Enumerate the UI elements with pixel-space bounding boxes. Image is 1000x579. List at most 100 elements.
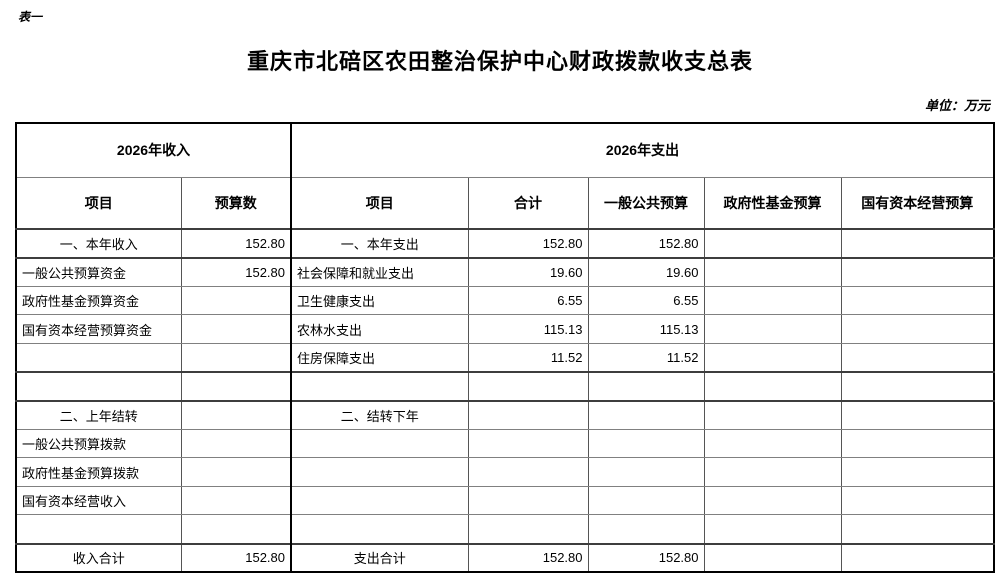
expense-gov-fund-cell — [703, 256, 842, 287]
expense-gov-fund-cell — [703, 428, 842, 459]
expense-item-cell: 二、结转下年 — [290, 399, 469, 430]
income-item-cell — [15, 514, 182, 545]
table-number-label: 表一 — [18, 10, 43, 24]
expense-item-cell: 社会保障和就业支出 — [290, 256, 469, 287]
expense-gov-fund-cell — [703, 514, 842, 545]
expense-total-cell: 11.52 — [467, 342, 589, 373]
expense-group-header: 2026年支出 — [290, 122, 995, 178]
expense-state-capital-cell — [840, 542, 995, 573]
income-budget-cell: 152.80 — [180, 256, 292, 287]
income-budget-cell — [180, 514, 292, 545]
expense-state-capital-cell — [840, 314, 995, 344]
income-item-cell: 收入合计 — [15, 542, 182, 573]
expense-general-cell: 152.80 — [587, 542, 705, 573]
expense-general-cell: 6.55 — [587, 285, 705, 316]
table-row: 政府性基金预算拨款 — [15, 457, 995, 487]
expense-state-capital-cell — [840, 457, 995, 487]
expense-item-cell — [290, 428, 469, 459]
income-item-cell: 国有资本经营收入 — [15, 485, 182, 516]
income-budget-cell — [180, 485, 292, 516]
income-budget-cell — [180, 370, 292, 402]
income-item-cell — [15, 342, 182, 373]
expense-state-capital-cell — [840, 428, 995, 459]
expense-gov-fund-cell — [703, 399, 842, 430]
table-row: 一、本年收入 152.80 一、本年支出 152.80 152.80 — [15, 228, 995, 259]
table-row: 国有资本经营预算资金 农林水支出 115.13 115.13 — [15, 314, 995, 344]
expense-total-cell: 6.55 — [467, 285, 589, 316]
income-budget-cell: 152.80 — [180, 542, 292, 573]
income-budget-cell — [180, 399, 292, 430]
expense-item-cell — [290, 514, 469, 545]
expense-total-cell — [467, 514, 589, 545]
expense-item-cell: 住房保障支出 — [290, 342, 469, 373]
income-item-header: 项目 — [15, 176, 182, 230]
expense-total-header: 合计 — [467, 176, 589, 230]
expense-item-cell: 卫生健康支出 — [290, 285, 469, 316]
table-row — [15, 370, 995, 402]
expense-total-cell: 115.13 — [467, 314, 589, 344]
table-row: 一般公共预算资金 152.80 社会保障和就业支出 19.60 19.60 — [15, 256, 995, 287]
expense-general-cell: 11.52 — [587, 342, 705, 373]
income-budget-header: 预算数 — [180, 176, 292, 230]
income-group-header: 2026年收入 — [15, 122, 292, 178]
income-item-cell: 国有资本经营预算资金 — [15, 314, 182, 344]
expense-gov-fund-cell — [703, 485, 842, 516]
table-row: 一般公共预算拨款 — [15, 428, 995, 459]
expense-general-cell — [587, 514, 705, 545]
expense-total-cell: 152.80 — [467, 228, 589, 259]
expense-state-capital-cell — [840, 342, 995, 373]
expense-state-capital-cell — [840, 399, 995, 430]
expense-general-cell: 19.60 — [587, 256, 705, 287]
expense-gov-fund-cell — [703, 314, 842, 344]
expense-gov-fund-cell — [703, 542, 842, 573]
table-row: 二、上年结转 二、结转下年 — [15, 399, 995, 430]
income-item-cell: 一般公共预算拨款 — [15, 428, 182, 459]
income-item-cell: 政府性基金预算拨款 — [15, 457, 182, 487]
expense-total-cell — [467, 457, 589, 487]
expense-state-capital-cell — [840, 514, 995, 545]
expense-gov-fund-header: 政府性基金预算 — [703, 176, 842, 230]
income-item-cell: 一、本年收入 — [15, 228, 182, 259]
expense-state-capital-cell — [840, 485, 995, 516]
expense-item-cell: 支出合计 — [290, 542, 469, 573]
expense-gov-fund-cell — [703, 370, 842, 402]
expense-state-capital-header: 国有资本经营预算 — [840, 176, 995, 230]
expense-item-header: 项目 — [290, 176, 469, 230]
expense-state-capital-cell — [840, 256, 995, 287]
expense-total-cell — [467, 485, 589, 516]
table-row: 收入合计 152.80 支出合计 152.80 152.80 — [15, 542, 995, 573]
income-item-cell: 政府性基金预算资金 — [15, 285, 182, 316]
expense-item-cell — [290, 485, 469, 516]
expense-gov-fund-cell — [703, 457, 842, 487]
income-budget-cell — [180, 314, 292, 344]
expense-item-cell: 一、本年支出 — [290, 228, 469, 259]
expense-general-cell — [587, 457, 705, 487]
expense-total-cell — [467, 370, 589, 402]
unit-note: 单位：万元 — [924, 98, 990, 113]
expense-item-cell — [290, 457, 469, 487]
table-row: 国有资本经营收入 — [15, 485, 995, 516]
expense-total-cell: 19.60 — [467, 256, 589, 287]
table-row: 政府性基金预算资金 卫生健康支出 6.55 6.55 — [15, 285, 995, 316]
income-item-cell: 二、上年结转 — [15, 399, 182, 430]
expense-general-cell: 152.80 — [587, 228, 705, 259]
expense-gov-fund-cell — [703, 228, 842, 259]
expense-state-capital-cell — [840, 285, 995, 316]
expense-item-cell: 农林水支出 — [290, 314, 469, 344]
expense-general-cell — [587, 485, 705, 516]
table-row — [15, 514, 995, 545]
expense-total-cell: 152.80 — [467, 542, 589, 573]
expense-general-cell — [587, 428, 705, 459]
expense-general-cell: 115.13 — [587, 314, 705, 344]
income-budget-cell: 152.80 — [180, 228, 292, 259]
expense-general-cell — [587, 399, 705, 430]
table-row: 住房保障支出 11.52 11.52 — [15, 342, 995, 373]
expense-general-header: 一般公共预算 — [587, 176, 705, 230]
expense-total-cell — [467, 399, 589, 430]
expense-gov-fund-cell — [703, 342, 842, 373]
income-budget-cell — [180, 285, 292, 316]
income-budget-cell — [180, 428, 292, 459]
expense-gov-fund-cell — [703, 285, 842, 316]
page-title: 重庆市北碚区农田整治保护中心财政拨款收支总表 — [246, 49, 753, 74]
